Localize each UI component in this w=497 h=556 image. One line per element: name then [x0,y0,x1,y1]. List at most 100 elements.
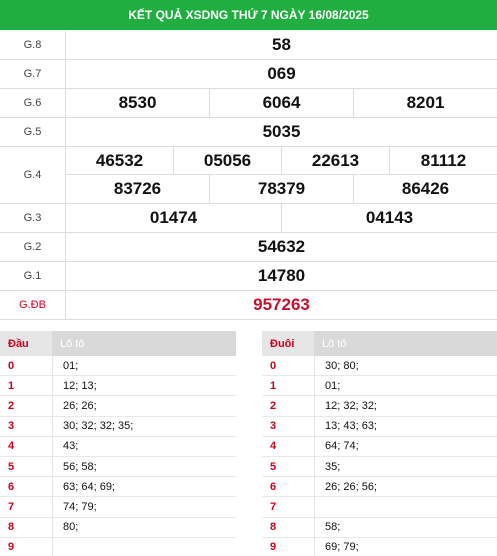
prize-row-g7: G.7 069 [0,60,497,89]
duoi-digit: 6 [262,477,314,497]
loto-numbers: 69; 79; [314,537,497,556]
loto-numbers: 74; 79; [52,497,236,517]
loto-numbers: 26; 26; [52,396,236,416]
dau-table-header: Đầu Lô tô [0,331,236,356]
prize-label: G.2 [0,233,66,261]
prize-label: G.6 [0,89,66,117]
duoi-digit: 8 [262,517,314,537]
prize-number: 83726 [66,175,210,203]
prize-number: 6064 [210,89,354,117]
prize-number: 8201 [406,93,445,112]
dau-digit: 5 [0,456,52,477]
loto-numbers: 01; [52,356,236,376]
duoi-digit: 1 [262,376,314,396]
prize-label: G.3 [0,204,66,232]
prize-row-g6: G.6 8530 6064 8201 [0,89,497,118]
prize-number: 78379 [210,175,354,203]
duoi-row: 1 01; [262,376,497,397]
duoi-row: 8 58; [262,517,497,538]
loto-numbers: 26; 26; 56; [314,477,497,497]
loto-header-label: Lô tô [322,337,347,350]
prize-number: 04143 [365,208,414,227]
dau-row: 5 56; 58; [0,456,236,478]
results-header: KẾT QUẢ XSDNG THỨ 7 NGÀY 16/08/2025 [0,0,497,30]
dau-digit: 0 [0,356,52,376]
duoi-digit: 7 [262,497,314,517]
duoi-digit: 5 [262,456,314,477]
duoi-row: 5 35; [262,456,497,478]
loto-header-label: Lô tô [60,337,85,350]
duoi-digit: 9 [262,537,314,556]
duoi-digit: 0 [262,356,314,376]
dau-row: 7 74; 79; [0,497,236,518]
prize-label: G.1 [0,262,66,290]
prize-row-g1: G.1 14780 [0,262,497,291]
duoi-row: 2 12; 32; 32; [262,396,497,417]
prize-number: 54632 [257,237,306,256]
dau-loto-table: Đầu Lô tô 0 01; 1 12; 13; 2 26; 26; 3 30; 32; 3… [0,331,236,556]
loto-numbers: 63; 64; 69; [52,477,236,497]
dau-row: 0 01; [0,356,236,377]
prize-row-g2: G.2 54632 [0,233,497,262]
prize-row-special: G.ĐB 957263 [0,291,497,320]
dau-row: 8 80; [0,517,236,538]
dau-row: 4 43; [0,436,236,457]
prize-number: 069 [267,64,296,83]
duoi-row: 4 64; 74; [262,436,497,457]
loto-numbers: 80; [52,517,236,537]
prize-number: 8530 [66,89,210,117]
dau-header-label: Đầu [8,337,29,350]
dau-digit: 1 [0,376,52,396]
prize-label: G.4 [0,147,66,203]
loto-numbers [314,497,497,517]
prize-number: 58 [272,35,291,54]
loto-numbers: 12; 13; [52,376,236,396]
duoi-digit: 4 [262,436,314,456]
dau-row: 1 12; 13; [0,376,236,397]
prize-number: 81112 [420,150,467,170]
prize-number: 05056 [174,147,282,174]
dau-digit: 6 [0,477,52,497]
loto-numbers: 58; [314,517,497,537]
duoi-header-label: Đuôi [270,337,295,350]
dau-digit: 7 [0,497,52,517]
duoi-row: 0 30; 80; [262,356,497,377]
loto-numbers: 43; [52,436,236,456]
dau-digit: 2 [0,396,52,416]
duoi-table-header: Đuôi Lô tô [262,331,497,356]
duoi-digit: 2 [262,396,314,416]
loto-numbers: 64; 74; [314,436,497,456]
prize-number: 5035 [262,122,301,141]
loto-numbers: 13; 43; 63; [314,416,497,436]
prize-label: G.7 [0,60,66,88]
dau-digit: 9 [0,537,52,556]
results-table: G.8 58 G.7 069 G.6 8530 6064 8201 G.5 50… [0,31,497,320]
dau-digit: 8 [0,517,52,537]
prize-number: 22613 [282,147,390,174]
dau-row: 6 63; 64; 69; [0,477,236,498]
prize-row-g5: G.5 5035 [0,118,497,147]
special-prize-number: 957263 [253,295,310,314]
loto-numbers [52,537,236,556]
duoi-digit: 3 [262,416,314,436]
duoi-row: 9 69; 79; [262,537,497,556]
loto-numbers: 35; [314,456,497,477]
dau-digit: 4 [0,436,52,456]
duoi-row: 6 26; 26; 56; [262,477,497,498]
loto-numbers: 30; 32; 32; 35; [52,416,236,436]
loto-numbers: 30; 80; [314,356,497,376]
prize-row-g3: G.3 01474 04143 [0,204,497,233]
dau-row: 2 26; 26; [0,396,236,417]
prize-label: G.ĐB [0,291,66,319]
prize-number: 14780 [257,266,306,285]
prize-number: 86426 [401,179,450,198]
prize-number: 46532 [66,147,174,174]
prize-row-g8: G.8 58 [0,31,497,60]
loto-numbers: 56; 58; [52,456,236,477]
loto-numbers: 12; 32; 32; [314,396,497,416]
loto-numbers: 01; [314,376,497,396]
dau-row: 9 [0,537,236,556]
results-title: KẾT QUẢ XSDNG THỨ 7 NGÀY 16/08/2025 [128,8,369,22]
dau-digit: 3 [0,416,52,436]
prize-label: G.5 [0,118,66,146]
